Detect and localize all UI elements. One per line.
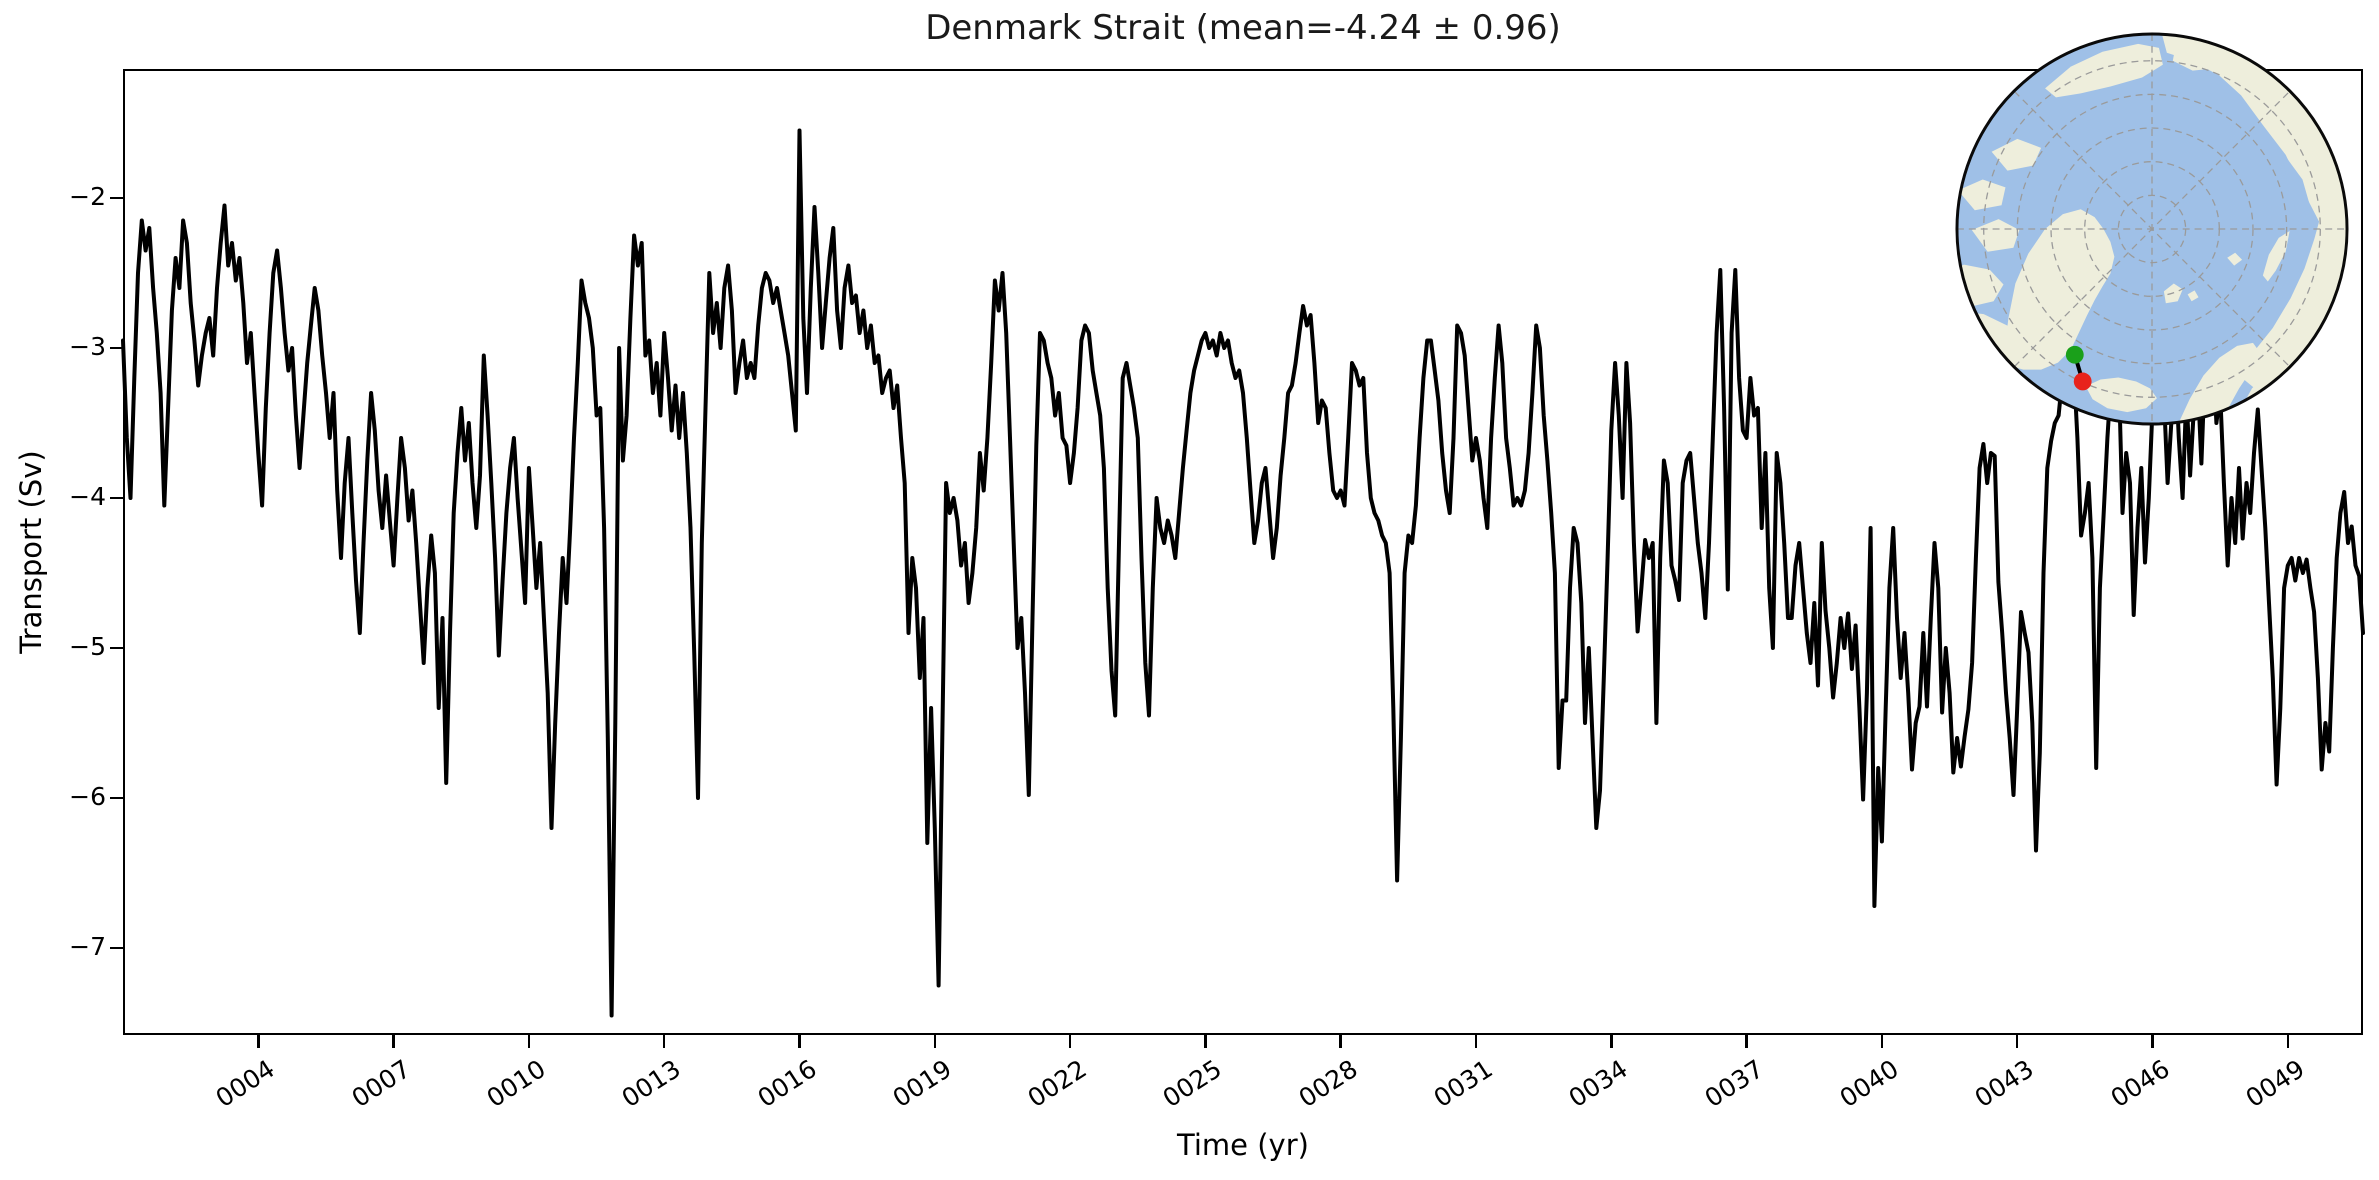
x-tick-mark: [1745, 1035, 1748, 1048]
map-rim: [1955, 32, 2349, 426]
y-tick-mark: [110, 946, 123, 950]
x-tick-mark: [2015, 1035, 2019, 1048]
x-tick-mark: [1339, 1035, 1342, 1048]
x-tick-mark: [257, 1035, 260, 1048]
x-tick-mark: [392, 1035, 395, 1048]
x-tick-mark: [798, 1035, 801, 1048]
x-tick-mark: [2151, 1035, 2154, 1048]
x-tick-mark: [1474, 1035, 1478, 1048]
transport-series-line: [121, 128, 2365, 1018]
x-tick-mark: [1610, 1035, 1613, 1048]
y-tick-label: −7: [69, 932, 106, 961]
y-tick-label: −5: [69, 632, 106, 661]
x-tick-mark: [2286, 1035, 2290, 1048]
x-tick-mark: [933, 1035, 937, 1048]
y-tick-label: −2: [69, 182, 106, 211]
y-tick-mark: [110, 496, 123, 500]
y-axis-label: Transport (Sv): [14, 450, 48, 654]
x-tick-mark: [1880, 1035, 1884, 1048]
y-tick-mark: [110, 346, 123, 350]
chart-title: Denmark Strait (mean=-4.24 ± 0.96): [925, 8, 1561, 48]
y-tick-label: −3: [69, 332, 106, 361]
axes-frame: [123, 69, 2363, 1035]
x-tick-mark: [662, 1035, 666, 1048]
section-start-marker: [2065, 345, 2084, 364]
y-tick-mark: [110, 646, 123, 650]
x-tick-mark: [1204, 1035, 1207, 1048]
section-end-marker: [2073, 372, 2092, 391]
x-axis-label: Time (yr): [1177, 1128, 1309, 1162]
y-tick-label: −6: [69, 782, 106, 811]
y-tick-mark: [110, 196, 123, 200]
x-tick-mark: [527, 1035, 531, 1048]
x-tick-mark: [1068, 1035, 1072, 1048]
map-graticule: [1956, 33, 2348, 425]
arctic-inset-map: [1955, 32, 2349, 426]
y-tick-label: −4: [69, 482, 106, 511]
y-tick-mark: [110, 796, 123, 800]
